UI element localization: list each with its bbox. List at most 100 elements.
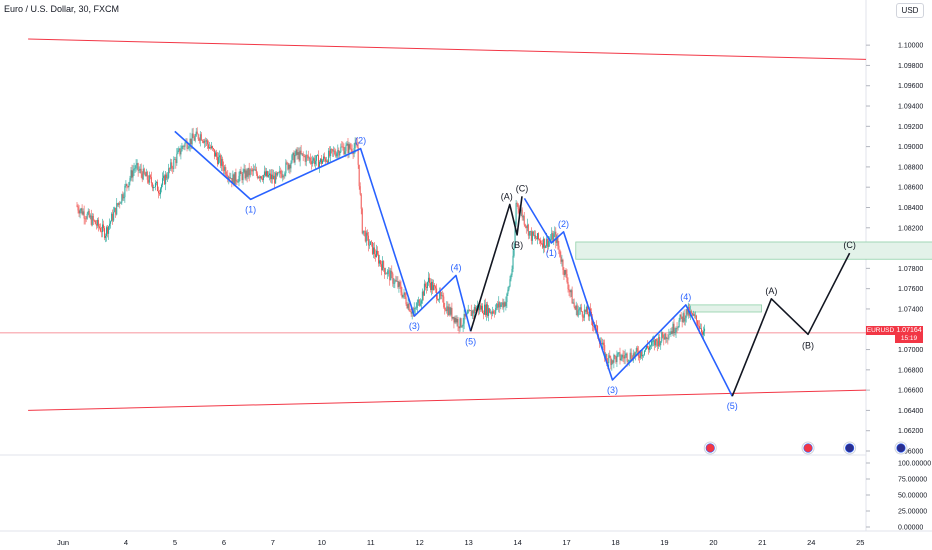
- candle-body: [352, 152, 354, 154]
- candle-body: [699, 328, 701, 329]
- candle-body: [407, 303, 409, 309]
- candle-body: [380, 260, 382, 265]
- candle-body: [622, 355, 624, 357]
- candle-body: [550, 239, 552, 240]
- candle-body: [681, 316, 683, 323]
- candle-body: [335, 154, 337, 157]
- candle-body: [651, 341, 653, 346]
- candle-body: [215, 152, 217, 157]
- time-tick-label: 25: [856, 538, 864, 547]
- candle-body: [702, 332, 704, 335]
- candle-body: [79, 210, 81, 214]
- event-flag-icon: [803, 443, 813, 453]
- candle-body: [210, 146, 212, 149]
- candle-body: [576, 305, 578, 316]
- candle-body: [704, 328, 706, 332]
- candle-body: [671, 331, 673, 334]
- price-tick-label: 1.06600: [898, 388, 923, 395]
- candle-body: [145, 171, 147, 177]
- candle-body: [113, 212, 115, 221]
- candle-body: [363, 230, 365, 232]
- candle-body: [271, 174, 273, 180]
- candle-body: [390, 270, 392, 281]
- candle-body: [528, 231, 530, 236]
- candle-body: [83, 211, 85, 219]
- candle-body: [152, 187, 154, 189]
- candle-body: [669, 333, 671, 335]
- candle-body: [587, 314, 589, 317]
- projection-wave-label: (B): [802, 340, 814, 350]
- candle-body: [633, 353, 635, 357]
- candle-body: [659, 337, 661, 346]
- candle-body: [349, 144, 351, 149]
- candle-body: [206, 140, 208, 145]
- candle-body: [372, 247, 374, 254]
- candle-body: [672, 323, 674, 334]
- candle-body: [469, 310, 471, 311]
- candle-body: [307, 155, 309, 159]
- candle-body: [107, 227, 109, 234]
- candle-body: [277, 172, 279, 176]
- candle-body: [327, 160, 329, 163]
- candle-body: [632, 353, 634, 361]
- candle-body: [118, 202, 120, 205]
- candle-body: [128, 182, 130, 188]
- candle-body: [408, 303, 410, 311]
- candle-body: [301, 153, 303, 155]
- candle-body: [235, 172, 237, 182]
- candle-body: [673, 323, 675, 333]
- candle-body: [143, 168, 145, 174]
- candle-body: [419, 303, 421, 306]
- candle-body: [402, 294, 404, 298]
- candle-body: [584, 309, 586, 312]
- time-tick-label: 11: [367, 538, 375, 547]
- wave-label: (1): [546, 248, 557, 258]
- currency-button[interactable]: USD: [896, 3, 924, 18]
- candle-body: [175, 159, 177, 164]
- candle-body: [525, 226, 527, 229]
- candle-body: [261, 178, 263, 180]
- candle-body: [543, 238, 545, 248]
- candle-body: [452, 316, 454, 319]
- candle-body: [309, 157, 311, 162]
- candle-body: [435, 286, 437, 289]
- candle-body: [582, 316, 584, 318]
- candle-body: [658, 337, 660, 347]
- candle-body: [200, 134, 202, 141]
- candles: [76, 127, 706, 371]
- candle-body: [698, 326, 700, 329]
- candle-body: [256, 173, 258, 178]
- candle-body: [155, 181, 157, 183]
- candle-body: [214, 149, 216, 157]
- candle-body: [603, 342, 605, 346]
- candle-body: [535, 238, 537, 240]
- candle-body: [244, 169, 246, 179]
- candle-body: [376, 250, 378, 258]
- candle-body: [677, 327, 679, 329]
- candle-body: [255, 169, 257, 174]
- candle-body: [199, 134, 201, 141]
- candle-body: [473, 307, 475, 314]
- price-tick-label: 1.07400: [898, 306, 923, 313]
- wave-label: (3): [607, 385, 618, 395]
- time-tick-label: 19: [660, 538, 668, 547]
- candle-body: [546, 238, 548, 246]
- candle-body: [176, 153, 178, 164]
- candle-body: [135, 164, 137, 169]
- candle-body: [326, 160, 328, 162]
- candle-body: [577, 310, 579, 316]
- candle-body: [562, 259, 564, 270]
- candle-body: [211, 146, 213, 149]
- candle-body: [417, 299, 419, 303]
- candle-body: [585, 306, 587, 312]
- candle-body: [302, 153, 304, 156]
- candle-body: [198, 138, 200, 141]
- candle-body: [364, 230, 366, 242]
- candle-body: [365, 232, 367, 242]
- candle-body: [523, 215, 525, 225]
- candle-body: [676, 328, 678, 329]
- candle-body: [125, 183, 127, 186]
- projection-wave-label: (A): [765, 286, 777, 296]
- candle-body: [330, 149, 332, 156]
